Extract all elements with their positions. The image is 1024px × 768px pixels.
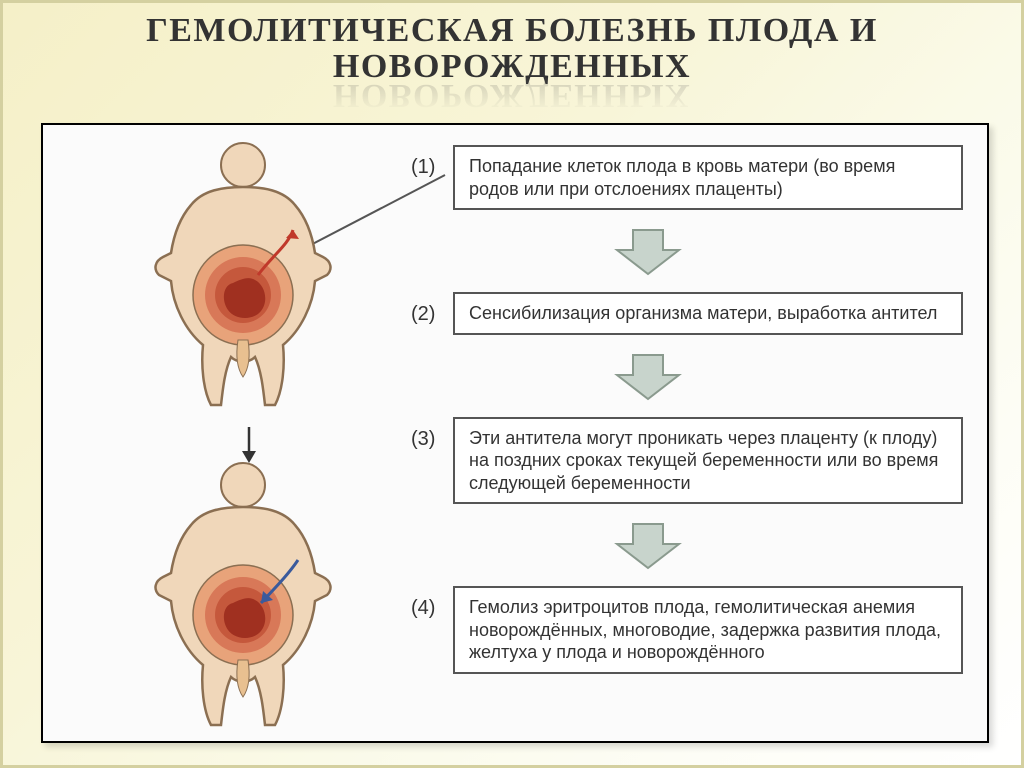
flow-arrow-icon-3	[613, 520, 683, 570]
diagram-container: (1) Попадание клеток плода в кровь матер…	[41, 123, 989, 743]
slide: ГЕМОЛИТИЧЕСКАЯ БОЛЕЗНЬ ПЛОДА И НОВОРОЖДЕ…	[0, 0, 1024, 768]
title-area: ГЕМОЛИТИЧЕСКАЯ БОЛЕЗНЬ ПЛОДА И НОВОРОЖДЕ…	[3, 3, 1021, 112]
step-number-4: (4)	[411, 596, 435, 621]
figures-column	[73, 135, 383, 725]
step-text-3: Эти антитела могут проникать через плаце…	[469, 428, 938, 493]
step-box-2: (2) Сенсибилизация организма матери, выр…	[453, 292, 963, 335]
flow-arrow-icon-1	[613, 226, 683, 276]
figure-2-pregnant	[73, 455, 383, 735]
flow-arrow-icon-2	[613, 351, 683, 401]
step-box-3: (3) Эти антитела могут проникать через п…	[453, 417, 963, 505]
title-reflection: НОВОРОЖДЕННЫХ	[43, 78, 981, 112]
figure-1-pregnant	[73, 135, 383, 415]
slide-title: ГЕМОЛИТИЧЕСКАЯ БОЛЕЗНЬ ПЛОДА И НОВОРОЖДЕ…	[43, 13, 981, 84]
step-number-3: (3)	[411, 427, 435, 452]
step-text-4: Гемолиз эритроцитов плода, гемолитическа…	[469, 597, 941, 662]
step-text-1: Попадание клеток плода в кровь матери (в…	[469, 156, 895, 199]
step-box-4: (4) Гемолиз эритроцитов плода, гемолитич…	[453, 586, 963, 674]
steps-column: (1) Попадание клеток плода в кровь матер…	[413, 145, 963, 690]
step-box-1: (1) Попадание клеток плода в кровь матер…	[453, 145, 963, 210]
step-text-2: Сенсибилизация организма матери, выработ…	[469, 303, 937, 323]
step-number-1: (1)	[411, 155, 435, 180]
step-number-2: (2)	[411, 302, 435, 327]
